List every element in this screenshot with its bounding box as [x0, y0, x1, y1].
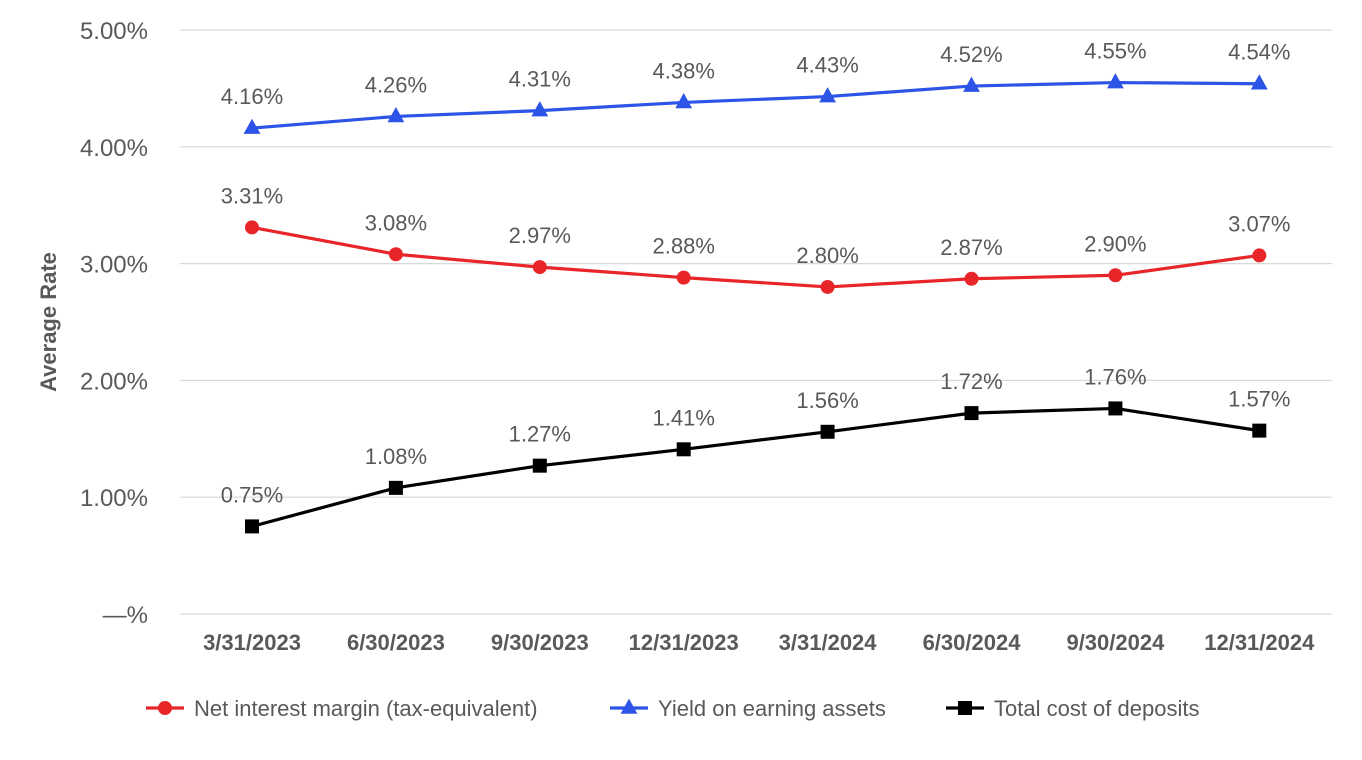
grid-layer — [180, 29, 1332, 615]
data-label-net-interest-margin-tax-equivalent: 2.87% — [940, 235, 1002, 260]
series-layer — [243, 73, 1268, 534]
data-label-total-cost-of-deposits: 1.56% — [796, 388, 858, 413]
y-tick-label: 2.00% — [80, 368, 148, 395]
data-label-total-cost-of-deposits: 1.41% — [653, 405, 715, 430]
data-point-yield-on-earning-assets — [531, 101, 549, 117]
data-point-yield-on-earning-assets — [1250, 74, 1268, 90]
data-labels: 3.31% 3.08% 2.97% 2.88% 2.80% 2.87% 2.90% 3.07%… — [221, 39, 1291, 508]
legend-marker-total-cost-of-deposits — [958, 701, 972, 715]
x-tick-label: 9/30/2024 — [1066, 630, 1165, 655]
x-tick-label: 6/30/2023 — [347, 630, 445, 655]
x-tick-label: 12/31/2023 — [629, 630, 739, 655]
data-point-net-interest-margin-tax-equivalent — [820, 279, 835, 294]
data-label-yield-on-earning-assets: 4.26% — [365, 72, 427, 97]
data-label-net-interest-margin-tax-equivalent: 3.08% — [365, 210, 427, 235]
x-tick-label: 3/31/2023 — [203, 630, 301, 655]
data-point-total-cost-of-deposits — [1108, 401, 1123, 416]
y-tick-label: 4.00% — [80, 135, 148, 162]
data-label-yield-on-earning-assets: 4.52% — [940, 42, 1002, 67]
y-tick-label: 1.00% — [80, 485, 148, 512]
data-label-total-cost-of-deposits: 1.57% — [1228, 387, 1290, 412]
data-point-total-cost-of-deposits — [676, 442, 691, 457]
series-line-total-cost-of-deposits — [251, 406, 1260, 528]
data-point-yield-on-earning-assets — [819, 87, 836, 103]
x-tick-label: 12/31/2024 — [1204, 630, 1315, 655]
legend-label-yield-on-earning-assets: Yield on earning assets — [658, 696, 886, 721]
data-label-yield-on-earning-assets: 4.38% — [653, 58, 715, 83]
data-label-net-interest-margin-tax-equivalent: 2.88% — [653, 234, 715, 259]
data-point-yield-on-earning-assets — [963, 76, 980, 92]
data-point-net-interest-margin-tax-equivalent — [532, 260, 547, 275]
series-line-yield-on-earning-assets — [251, 80, 1260, 130]
y-axis-label: Average Rate — [36, 252, 61, 392]
data-label-total-cost-of-deposits: 1.72% — [940, 369, 1002, 394]
data-point-net-interest-margin-tax-equivalent — [1252, 248, 1267, 263]
data-point-total-cost-of-deposits — [820, 424, 835, 439]
data-label-net-interest-margin-tax-equivalent: 2.80% — [796, 243, 858, 268]
data-point-net-interest-margin-tax-equivalent — [676, 270, 691, 285]
data-point-net-interest-margin-tax-equivalent — [1108, 268, 1123, 283]
data-label-total-cost-of-deposits: 1.76% — [1084, 364, 1146, 389]
data-label-total-cost-of-deposits: 1.08% — [365, 444, 427, 469]
x-tick-label: 3/31/2024 — [779, 630, 878, 655]
data-point-total-cost-of-deposits — [532, 458, 547, 473]
y-axis-ticks: —% 1.00% 2.00% 3.00% 4.00% 5.00% — [80, 18, 148, 629]
data-label-net-interest-margin-tax-equivalent: 2.90% — [1084, 231, 1146, 256]
data-label-yield-on-earning-assets: 4.54% — [1228, 40, 1290, 65]
data-label-total-cost-of-deposits: 0.75% — [221, 482, 283, 507]
data-label-yield-on-earning-assets: 4.31% — [509, 67, 571, 92]
series-line-net-interest-margin-tax-equivalent — [251, 225, 1260, 289]
data-point-total-cost-of-deposits — [1252, 423, 1267, 438]
data-label-net-interest-margin-tax-equivalent: 2.97% — [509, 223, 571, 248]
data-point-net-interest-margin-tax-equivalent — [245, 220, 259, 235]
data-point-yield-on-earning-assets — [387, 107, 405, 123]
y-tick-label: 5.00% — [80, 18, 148, 45]
data-point-yield-on-earning-assets — [1107, 73, 1124, 89]
data-point-total-cost-of-deposits — [245, 519, 259, 534]
data-label-net-interest-margin-tax-equivalent: 3.07% — [1228, 211, 1290, 236]
data-label-total-cost-of-deposits: 1.27% — [509, 422, 571, 447]
data-point-total-cost-of-deposits — [964, 406, 979, 421]
legend-label-net-interest-margin-tax-equivalent: Net interest margin (tax-equivalent) — [194, 696, 538, 721]
y-tick-label: 3.00% — [80, 252, 148, 279]
data-label-yield-on-earning-assets: 4.16% — [221, 84, 283, 109]
legend-marker-net-interest-margin-tax-equivalent — [158, 701, 172, 715]
data-point-net-interest-margin-tax-equivalent — [388, 247, 403, 262]
data-point-total-cost-of-deposits — [388, 480, 403, 495]
legend-marker-yield-on-earning-assets — [620, 698, 638, 714]
data-point-net-interest-margin-tax-equivalent — [964, 271, 979, 286]
x-tick-label: 6/30/2024 — [923, 630, 1022, 655]
data-label-net-interest-margin-tax-equivalent: 3.31% — [221, 183, 283, 208]
data-label-yield-on-earning-assets: 4.55% — [1084, 39, 1146, 64]
data-point-yield-on-earning-assets — [243, 118, 261, 134]
x-tick-label: 9/30/2023 — [491, 630, 589, 655]
x-axis-ticks: 3/31/2023 6/30/2023 9/30/2023 12/31/2023 3/3… — [203, 630, 1315, 655]
data-label-yield-on-earning-assets: 4.43% — [796, 53, 858, 78]
y-tick-label: —% — [103, 602, 148, 629]
legend: Net interest margin (tax-equivalent) Yiel… — [146, 696, 1199, 721]
legend-label-total-cost-of-deposits: Total cost of deposits — [994, 696, 1199, 721]
data-point-yield-on-earning-assets — [675, 92, 693, 109]
